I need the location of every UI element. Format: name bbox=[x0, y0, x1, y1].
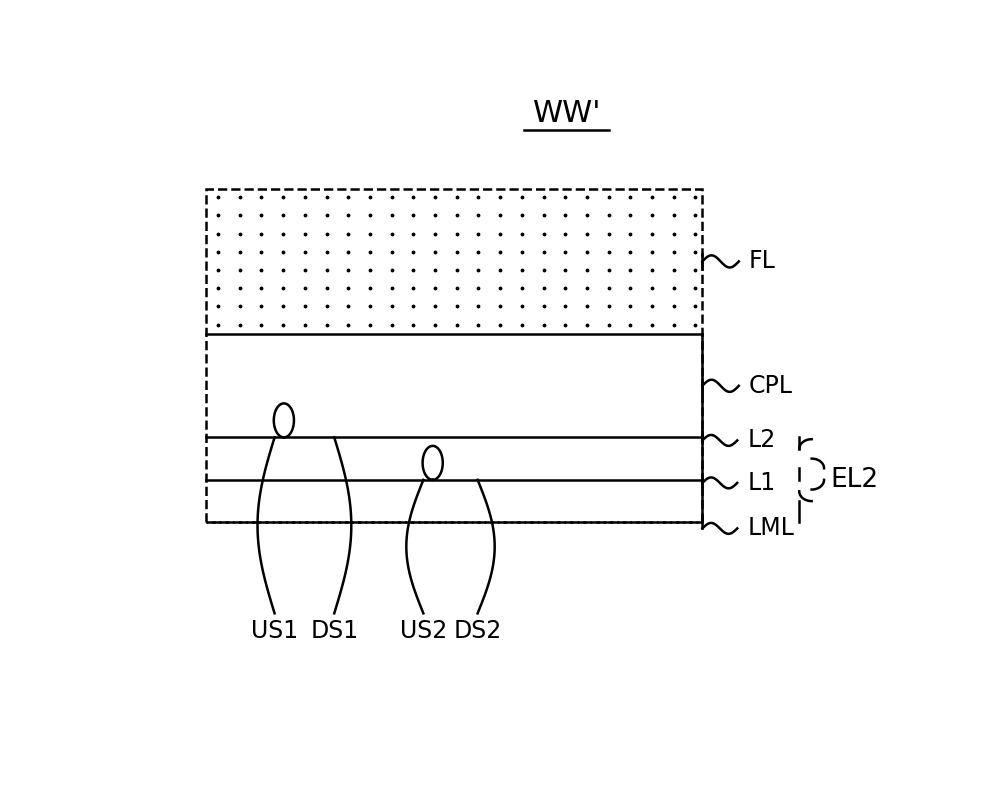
Text: CPL: CPL bbox=[749, 374, 793, 398]
Text: LML: LML bbox=[747, 516, 794, 541]
Text: DS1: DS1 bbox=[310, 619, 358, 644]
Text: DS2: DS2 bbox=[454, 619, 502, 644]
Text: L1: L1 bbox=[747, 471, 775, 495]
Text: EL2: EL2 bbox=[830, 466, 878, 492]
Text: WW': WW' bbox=[532, 99, 601, 128]
Text: FL: FL bbox=[749, 250, 776, 273]
Text: L2: L2 bbox=[747, 429, 776, 452]
Text: US2: US2 bbox=[400, 619, 447, 644]
Text: US1: US1 bbox=[251, 619, 298, 644]
